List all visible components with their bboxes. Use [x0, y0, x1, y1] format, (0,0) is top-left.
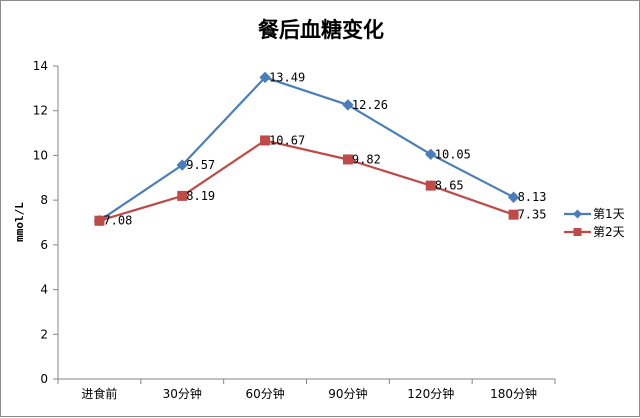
data-point	[425, 148, 437, 161]
series-1: 9.57 13.49 12.26 10.05 8.13	[93, 70, 547, 227]
legend-marker	[573, 228, 582, 236]
data-label: 12.26	[352, 98, 388, 112]
y-tick-label: 12	[33, 104, 48, 118]
legend-item-2: 第2天	[564, 225, 625, 239]
data-label: 8.65	[435, 179, 464, 193]
y-axis-label: mmol/L	[13, 202, 26, 242]
y-tick-label: 6	[40, 238, 48, 252]
legend-label: 第2天	[593, 225, 625, 239]
data-point	[507, 191, 520, 203]
y-tick-label: 2	[40, 327, 48, 341]
data-point	[508, 209, 519, 220]
data-point	[259, 71, 271, 84]
x-tick-label: 180分钟	[490, 386, 537, 401]
data-point	[342, 154, 353, 165]
data-label: 9.57	[186, 158, 215, 172]
series-layer: 9.57 13.49 12.26 10.05 8.13 7.08 8.19 10.67 9.82…	[93, 70, 547, 228]
data-label: 8.19	[186, 189, 215, 203]
x-tick-label: 30分钟	[163, 386, 202, 401]
x-tick-label: 120分钟	[407, 386, 454, 401]
x-tick-label: 进食前	[81, 386, 117, 401]
x-tick-label: 90分钟	[328, 386, 367, 401]
axes: 0 2 4 6 8 10 12 14 进食前 30分钟 60分钟 90分钟 120分钟 180分钟	[33, 59, 556, 401]
data-point	[94, 215, 105, 226]
data-point	[176, 159, 188, 171]
y-tick-label: 0	[40, 372, 48, 386]
data-label: 10.67	[269, 133, 305, 147]
data-point	[425, 180, 436, 191]
series-line	[98, 76, 515, 222]
series-2: 7.08 8.19 10.67 9.82 8.65 7.35	[94, 133, 547, 228]
data-label: 9.82	[352, 152, 381, 166]
y-tick-label: 14	[33, 59, 48, 73]
chart-title: 餐后血糖变化	[258, 18, 384, 42]
data-label: 13.49	[269, 70, 305, 84]
data-point	[177, 190, 188, 201]
data-label: 8.13	[518, 190, 547, 204]
data-label: 7.35	[518, 208, 547, 222]
data-label: 7.08	[103, 214, 132, 228]
y-tick-label: 8	[40, 193, 48, 207]
data-point	[260, 135, 271, 146]
data-label: 10.05	[435, 147, 471, 161]
legend-label: 第1天	[593, 207, 625, 221]
y-tick-label: 4	[40, 283, 48, 297]
legend-item-1: 第1天	[564, 207, 625, 221]
x-tick-label: 60分钟	[245, 386, 284, 401]
series-line	[99, 139, 514, 222]
legend-marker	[573, 209, 582, 219]
data-point	[342, 99, 354, 111]
y-tick-label: 10	[33, 148, 48, 162]
